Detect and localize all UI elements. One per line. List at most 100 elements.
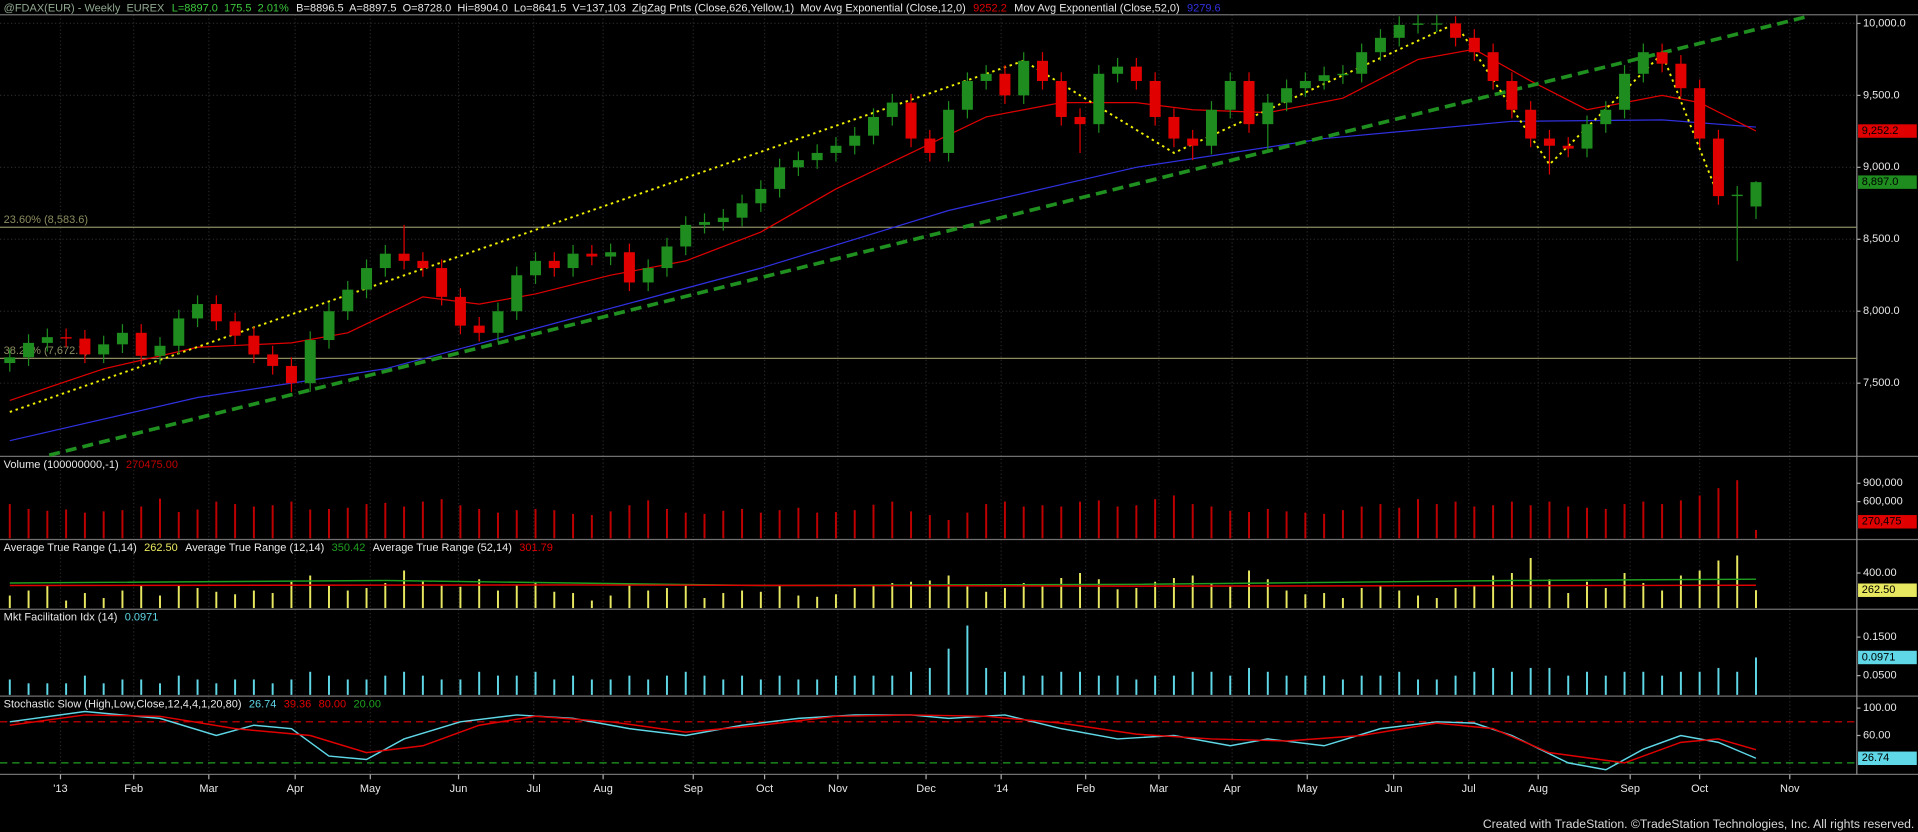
candle-body: [623, 252, 635, 283]
indicator-bar: [1097, 579, 1100, 609]
indicator-bar: [421, 675, 424, 695]
indicator-bar: [891, 583, 894, 609]
indicator-bar: [1567, 593, 1570, 609]
indicator-bar: [1172, 675, 1175, 695]
indicator-bar: [1079, 573, 1082, 609]
candle-body: [116, 332, 128, 345]
x-tick-label: Sep: [1620, 783, 1640, 795]
y-tick-label: 9,000.0: [1863, 161, 1900, 173]
indicator-bar: [215, 501, 218, 539]
candle-body: [1675, 63, 1687, 89]
indicator-bar: [834, 512, 837, 539]
candle-body: [811, 152, 823, 161]
x-tick-label: Mar: [1149, 783, 1168, 795]
candle-body: [1243, 80, 1255, 125]
indicator-bar: [553, 510, 556, 539]
candle-body: [154, 345, 166, 356]
indicator-bar: [684, 671, 687, 695]
candle-body: [792, 160, 804, 168]
indicator-bar: [1229, 585, 1232, 609]
candle-body: [1694, 88, 1706, 139]
indicator-bar: [609, 511, 612, 539]
indicator-bar: [665, 675, 668, 695]
indicator-bar: [1529, 667, 1532, 695]
candle-body: [1187, 138, 1199, 146]
fib-label: 23.60% (8,583.6): [4, 214, 88, 226]
candle-body: [1281, 88, 1293, 103]
indicator-bar: [1266, 579, 1269, 609]
indicator-bar: [83, 675, 86, 695]
y-tick-label: 400.00: [1863, 567, 1897, 579]
fib-label: 38.20% (7,672.7): [4, 345, 88, 357]
indicator-bar: [1586, 507, 1588, 539]
indicator-bar: [252, 590, 255, 609]
x-tick-label: Oct: [1691, 783, 1708, 795]
indicator-bar: [1473, 506, 1476, 539]
candle-body: [961, 80, 973, 110]
indicator-bar: [534, 671, 537, 695]
indicator-bar: [234, 504, 237, 539]
candle-body: [1112, 66, 1124, 74]
value-box-label: 262.50: [1862, 584, 1896, 596]
indicator-bar: [947, 648, 950, 695]
x-tick-label: Nov: [1780, 783, 1800, 795]
indicator-bar: [177, 512, 180, 539]
indicator-bar: [1417, 595, 1419, 609]
candle-body: [454, 296, 466, 326]
indicator-bar: [271, 505, 274, 539]
indicator-bar: [27, 508, 30, 539]
indicator-bar: [309, 509, 312, 539]
header-text: Mov Avg Exponential (Close,52,0): [1014, 3, 1179, 15]
indicator-bar: [1736, 671, 1739, 695]
indicator-bar: [1454, 588, 1457, 609]
x-tick-label: Jun: [1385, 783, 1403, 795]
indicator-bar: [1604, 588, 1607, 609]
candle-body: [1506, 80, 1518, 110]
indicator-bar: [27, 683, 30, 695]
indicator-bar: [966, 512, 969, 539]
candle-body: [323, 311, 335, 341]
value-box: [1858, 751, 1917, 766]
panel-legend: 262.50: [144, 542, 178, 554]
indicator-bar: [816, 512, 819, 539]
x-tick-label: Jul: [1462, 783, 1476, 795]
indicator-bar: [478, 508, 481, 539]
y-tick-label: 8,000.0: [1863, 305, 1900, 317]
indicator-line: [9, 714, 1757, 764]
candle-body: [1468, 37, 1480, 53]
indicator-bar: [1060, 671, 1063, 695]
indicator-bar: [572, 593, 575, 609]
indicator-bar: [290, 501, 293, 539]
panel-legend: Average True Range (1,14): [4, 542, 137, 554]
candle-body: [1525, 109, 1537, 139]
candle-body: [1318, 75, 1330, 81]
indicator-bar: [309, 671, 312, 695]
indicator-bar: [1172, 495, 1175, 539]
indicator-bar: [1003, 501, 1006, 539]
panel-legend: 270475.00: [126, 459, 178, 471]
indicator-bar: [1567, 675, 1570, 695]
indicator-bar: [534, 583, 537, 609]
indicator-bar: [759, 512, 762, 539]
indicator-bar: [515, 510, 518, 539]
indicator-bar: [985, 591, 988, 609]
candle-body: [1543, 138, 1555, 146]
candle-body: [1431, 23, 1443, 25]
candle-body: [717, 217, 729, 223]
indicator-bar: [1398, 590, 1401, 609]
indicator-bar: [8, 504, 11, 539]
x-tick-label: Aug: [593, 783, 613, 795]
indicator-bar: [1022, 506, 1025, 539]
indicator-bar: [46, 510, 49, 539]
indicator-bar: [1097, 500, 1100, 539]
indicator-bar: [703, 675, 706, 695]
indicator-bar: [1529, 505, 1532, 539]
indicator-bar: [1492, 667, 1495, 695]
candle-body: [248, 335, 260, 355]
indicator-bar: [759, 591, 762, 609]
indicator-bar: [1698, 495, 1701, 539]
indicator-bar: [102, 683, 105, 695]
indicator-bar: [1510, 573, 1513, 609]
indicator-bar: [1191, 504, 1194, 539]
